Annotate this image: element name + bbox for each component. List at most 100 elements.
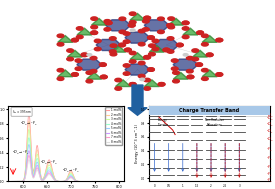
Circle shape <box>91 31 98 34</box>
Circle shape <box>90 56 97 60</box>
Circle shape <box>123 40 130 43</box>
Text: 0.5: 0.5 <box>167 184 171 188</box>
Text: $^5D_0 \to ^7F_3$: $^5D_0 \to ^7F_3$ <box>40 158 58 166</box>
Polygon shape <box>192 50 208 57</box>
Text: $\lambda_{ex}=395$ nm: $\lambda_{ex}=395$ nm <box>12 108 32 116</box>
Circle shape <box>144 78 150 82</box>
Circle shape <box>72 38 78 42</box>
Text: $^7F_2$: $^7F_2$ <box>266 164 273 172</box>
Circle shape <box>125 48 131 52</box>
Circle shape <box>168 17 175 20</box>
FancyArrow shape <box>128 85 147 115</box>
Circle shape <box>158 17 164 20</box>
Circle shape <box>128 24 135 27</box>
Circle shape <box>144 87 150 90</box>
Circle shape <box>123 72 130 75</box>
Text: 0: 0 <box>154 184 155 188</box>
Circle shape <box>140 78 145 81</box>
Circle shape <box>173 71 179 74</box>
Circle shape <box>109 50 116 53</box>
Circle shape <box>197 31 204 34</box>
Circle shape <box>128 24 135 27</box>
Circle shape <box>86 71 93 74</box>
Polygon shape <box>96 40 121 50</box>
Circle shape <box>138 61 145 65</box>
Polygon shape <box>58 36 73 42</box>
Circle shape <box>144 16 150 20</box>
Circle shape <box>138 29 145 33</box>
Circle shape <box>202 77 208 81</box>
Polygon shape <box>144 80 159 87</box>
Circle shape <box>173 79 179 83</box>
Circle shape <box>144 56 150 59</box>
Circle shape <box>138 43 145 46</box>
Circle shape <box>216 38 223 42</box>
Polygon shape <box>149 46 164 52</box>
Circle shape <box>75 67 82 70</box>
Text: 1.5: 1.5 <box>195 184 199 188</box>
Circle shape <box>125 48 131 52</box>
Text: $^7F_4$: $^7F_4$ <box>266 146 273 154</box>
Polygon shape <box>67 50 82 57</box>
Circle shape <box>182 21 189 25</box>
Circle shape <box>144 16 150 20</box>
Circle shape <box>216 38 223 42</box>
Polygon shape <box>144 20 169 31</box>
Circle shape <box>167 37 174 40</box>
Circle shape <box>129 12 136 15</box>
Circle shape <box>129 83 136 86</box>
Circle shape <box>100 75 107 79</box>
Polygon shape <box>106 20 131 31</box>
Circle shape <box>148 36 154 39</box>
Polygon shape <box>111 46 126 52</box>
Circle shape <box>119 17 126 20</box>
Circle shape <box>72 73 78 76</box>
Circle shape <box>196 63 202 66</box>
Circle shape <box>152 47 159 51</box>
Text: $^5D_0 \to ^7F_1$: $^5D_0 \to ^7F_1$ <box>12 149 29 156</box>
Circle shape <box>72 73 78 76</box>
Circle shape <box>115 87 122 90</box>
Circle shape <box>91 25 98 29</box>
Circle shape <box>202 34 208 38</box>
Circle shape <box>167 24 174 27</box>
Circle shape <box>129 60 136 63</box>
Text: $^5D_3$: $^5D_3$ <box>266 115 274 123</box>
Text: 3: 3 <box>238 184 240 188</box>
FancyArrow shape <box>154 129 223 136</box>
Text: $^7F_0$: $^7F_0$ <box>266 177 273 185</box>
Circle shape <box>104 20 111 23</box>
Polygon shape <box>77 28 92 35</box>
Circle shape <box>144 56 150 59</box>
Circle shape <box>148 68 154 71</box>
Circle shape <box>67 57 73 61</box>
Circle shape <box>167 24 174 27</box>
Circle shape <box>91 17 98 20</box>
Circle shape <box>187 75 194 79</box>
Circle shape <box>186 70 193 73</box>
Circle shape <box>57 77 64 81</box>
Circle shape <box>177 43 183 47</box>
Circle shape <box>148 44 155 47</box>
Circle shape <box>216 73 223 76</box>
Text: $^5D_1$: $^5D_1$ <box>266 128 274 136</box>
Circle shape <box>158 83 165 86</box>
Polygon shape <box>202 70 217 77</box>
Circle shape <box>167 50 174 53</box>
Y-axis label: Energy (10^3 cm^-1): Energy (10^3 cm^-1) <box>135 124 139 163</box>
Circle shape <box>202 68 208 72</box>
Circle shape <box>142 20 149 23</box>
Circle shape <box>57 34 64 38</box>
Circle shape <box>76 35 83 39</box>
Circle shape <box>105 21 112 25</box>
Circle shape <box>119 43 125 47</box>
Text: 2: 2 <box>210 184 212 188</box>
Circle shape <box>177 43 183 47</box>
Polygon shape <box>130 14 145 20</box>
Text: $^5D_2$: $^5D_2$ <box>266 121 274 129</box>
Circle shape <box>81 53 88 57</box>
Circle shape <box>129 51 136 55</box>
Circle shape <box>123 64 130 67</box>
Polygon shape <box>202 36 217 42</box>
Circle shape <box>152 39 159 43</box>
